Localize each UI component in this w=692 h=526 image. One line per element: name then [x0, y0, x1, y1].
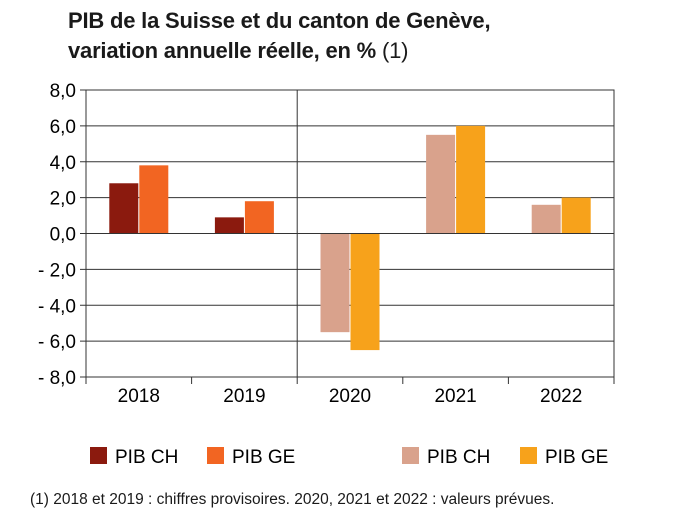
y-tick-label-4: 0,0 [50, 225, 76, 246]
y-tick-label-3: 2,0 [50, 189, 76, 210]
bar-ch-2021 [426, 134, 456, 234]
x-tick-label-2020: 2020 [329, 386, 371, 407]
y-tick-label-0: 8,0 [50, 81, 76, 102]
y-tick-label-6: - 4,0 [38, 296, 76, 317]
chart-title: PIB de la Suisse et du canton de Genève,… [68, 6, 491, 66]
legend-label-0: PIB CH [115, 447, 178, 468]
chart-title-line2-text: variation annuelle réelle, en % [68, 38, 377, 63]
x-tick-label-2018: 2018 [118, 386, 160, 407]
bar-ch-2022 [531, 204, 561, 234]
legend-swatch-1 [207, 447, 224, 464]
bar-ge-2020 [350, 233, 380, 351]
bar-ge-2019 [244, 201, 274, 234]
bar-ge-2022 [561, 197, 591, 234]
y-tick-label-1: 6,0 [50, 117, 76, 138]
bar-ch-2020 [320, 233, 350, 333]
chart-title-note: (1) [381, 38, 409, 63]
bar-ge-2021 [456, 125, 486, 234]
legend-swatch-3 [520, 447, 537, 464]
legend-label-2: PIB CH [427, 447, 490, 468]
bar-chart: 8,0 6,0 4,0 2,0 0,0 - 2,0 - 4,0 - 6,0 - 8,0 2018… [38, 81, 615, 468]
legend-swatch-2 [402, 447, 419, 464]
legend-swatch-0 [90, 447, 107, 464]
x-tick-labels: 2018 2019 2020 2021 2022 [118, 386, 583, 407]
legend: PIB CH PIB GE PIB CH PIB GE [90, 447, 608, 468]
x-tick-label-2019: 2019 [223, 386, 265, 407]
y-tick-label-7: - 6,0 [38, 332, 76, 353]
x-tick-label-2022: 2022 [540, 386, 582, 407]
y-tick-label-8: - 8,0 [38, 368, 76, 389]
y-tick-label-2: 4,0 [50, 153, 76, 174]
y-tick-labels: 8,0 6,0 4,0 2,0 0,0 - 2,0 - 4,0 - 6,0 - 8,0 [38, 81, 76, 389]
chart-title-line2: variation annuelle réelle, en % (1) [68, 36, 490, 66]
x-tick-label-2021: 2021 [434, 386, 476, 407]
chart-title-line1: PIB de la Suisse et du canton de Genève, [68, 8, 491, 33]
axes [80, 89, 615, 384]
legend-label-3: PIB GE [545, 447, 608, 468]
bars [109, 125, 591, 351]
legend-label-1: PIB GE [232, 447, 295, 468]
bar-ch-2019 [214, 217, 244, 234]
footnote: (1) 2018 et 2019 : chiffres provisoires.… [30, 491, 555, 508]
bar-ge-2018 [139, 165, 169, 234]
y-tick-label-5: - 2,0 [38, 260, 76, 281]
bar-ch-2018 [109, 183, 139, 234]
